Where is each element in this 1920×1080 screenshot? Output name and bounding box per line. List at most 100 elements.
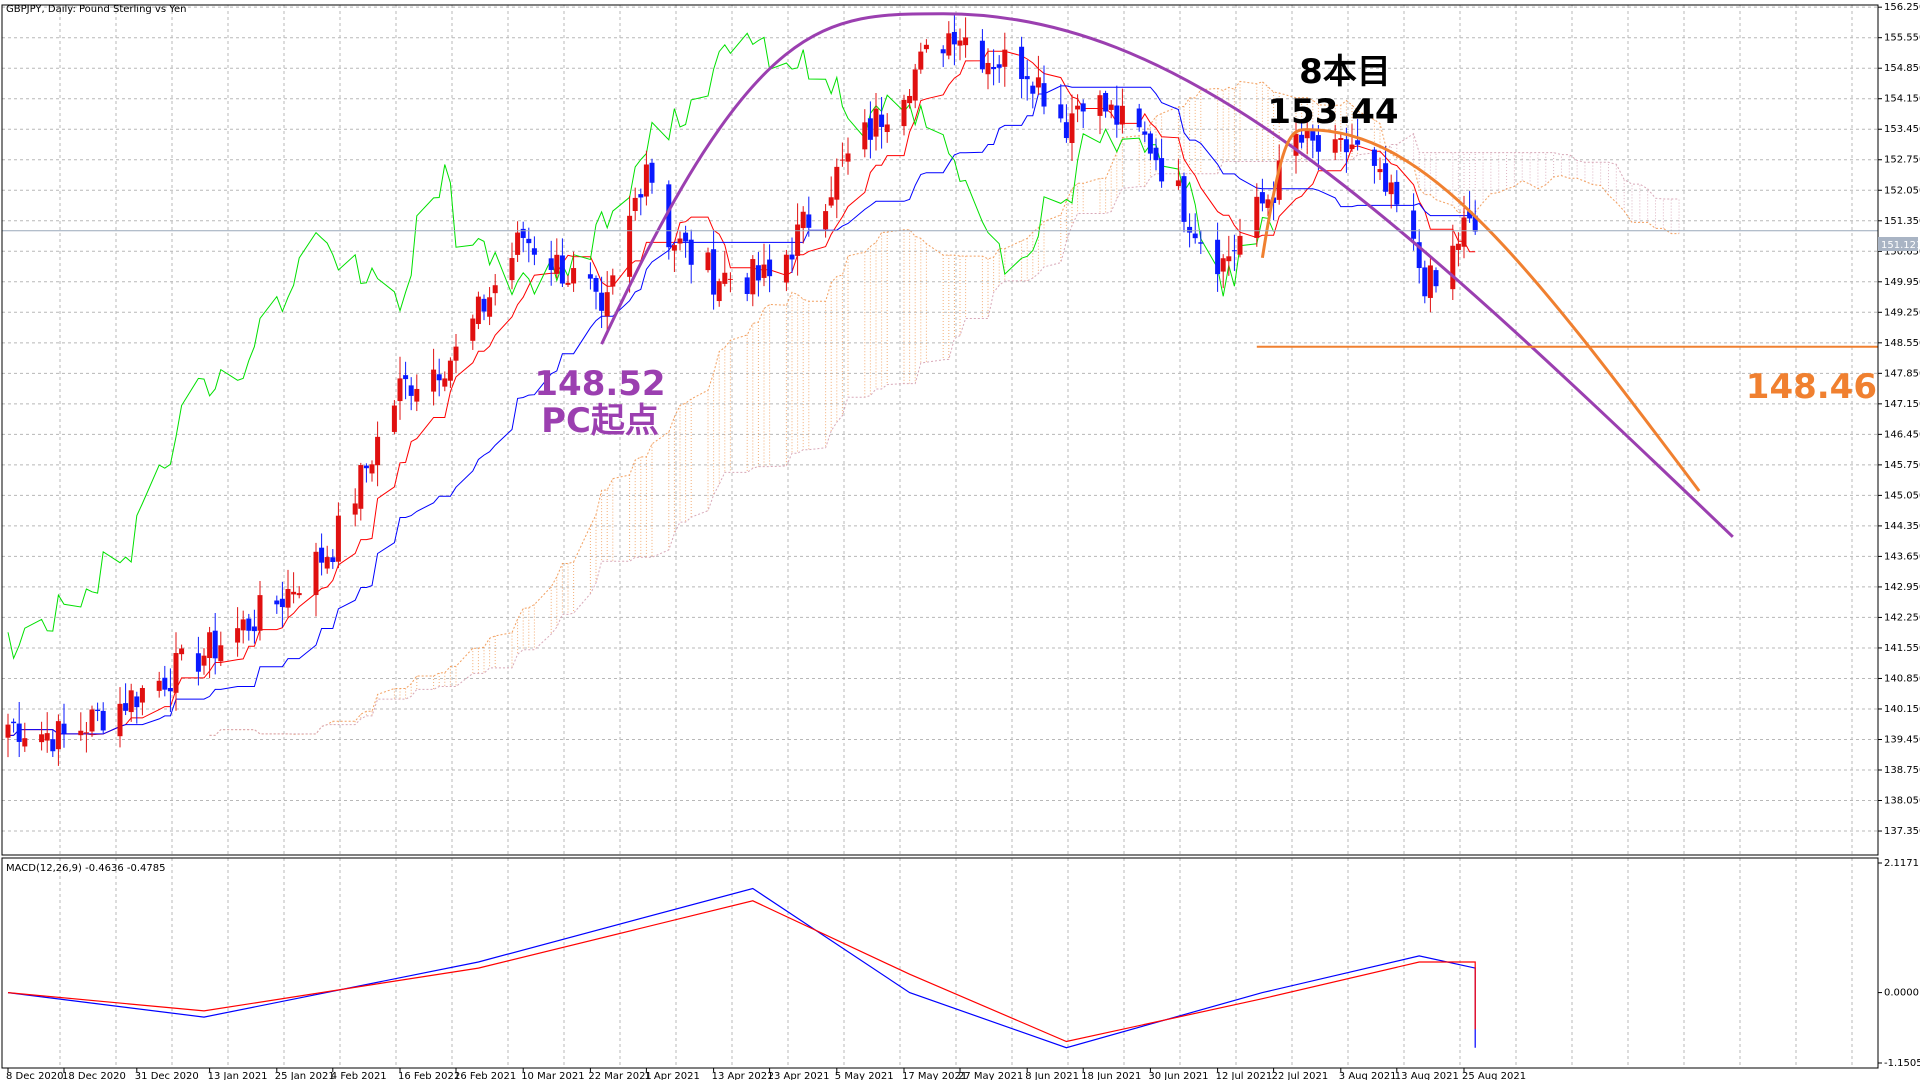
candle-body bbox=[257, 595, 263, 631]
candle-body bbox=[755, 265, 761, 281]
candle-body bbox=[716, 281, 722, 302]
date-tick-label: 8 Dec 2020 bbox=[6, 1071, 64, 1080]
candle-body bbox=[1226, 256, 1232, 262]
candle-body bbox=[800, 211, 806, 229]
candle-body bbox=[599, 292, 605, 311]
candle-body bbox=[5, 724, 11, 738]
candle-body bbox=[117, 703, 123, 737]
candle-body bbox=[274, 600, 280, 605]
price-tick-label: 138.750 bbox=[1884, 765, 1920, 776]
candle-body bbox=[352, 503, 358, 515]
candle-body bbox=[201, 655, 207, 666]
candle-body bbox=[492, 285, 498, 294]
date-tick-label: 13 Aug 2021 bbox=[1395, 1071, 1459, 1080]
candle-body bbox=[946, 33, 952, 56]
candle-body bbox=[1416, 242, 1422, 269]
date-tick-label: 5 May 2021 bbox=[835, 1071, 894, 1080]
candle-body bbox=[683, 232, 689, 242]
candle-body bbox=[1237, 235, 1243, 255]
candle-body bbox=[705, 252, 711, 271]
main-pane-border bbox=[1, 4, 1879, 856]
chikou-span bbox=[7, 32, 1275, 660]
candle-body bbox=[761, 264, 767, 278]
date-tick-label: 13 Apr 2021 bbox=[712, 1071, 774, 1080]
candle-body bbox=[1187, 226, 1193, 233]
candle-body bbox=[156, 680, 162, 691]
candle-body bbox=[1220, 258, 1226, 272]
candle-body bbox=[834, 166, 840, 200]
price-tick-label: 156.250 bbox=[1884, 2, 1920, 13]
date-tick-label: 31 Dec 2020 bbox=[135, 1071, 199, 1080]
candle-body bbox=[940, 49, 946, 54]
candle-body bbox=[520, 228, 526, 238]
candle-body bbox=[78, 730, 84, 736]
candle-body bbox=[839, 159, 845, 161]
candle-body bbox=[173, 653, 179, 693]
candle-body bbox=[991, 66, 997, 70]
price-tick-label: 154.150 bbox=[1884, 94, 1920, 105]
candle-body bbox=[963, 37, 969, 46]
candle-body bbox=[1265, 199, 1271, 208]
candle-body bbox=[632, 197, 638, 212]
candle-body bbox=[291, 591, 297, 595]
candle-body bbox=[1450, 245, 1456, 290]
date-tick-label: 13 Jan 2021 bbox=[208, 1071, 268, 1080]
date-tick-label: 1 Apr 2021 bbox=[644, 1071, 699, 1080]
symbol-label: GBPJPY, Daily: Pound Sterling vs Yen bbox=[6, 4, 187, 15]
date-tick-label: 18 Dec 2020 bbox=[62, 1071, 126, 1080]
date-tick-label: 25 Jan 2021 bbox=[275, 1071, 335, 1080]
macd-signal-line bbox=[7, 900, 1476, 1043]
price-tick-label: 148.550 bbox=[1884, 338, 1920, 349]
candle-body bbox=[509, 258, 515, 281]
macd-tick-label: 0.0000 bbox=[1884, 988, 1919, 999]
candle-body bbox=[1108, 104, 1114, 110]
candle-body bbox=[593, 277, 599, 292]
price-tick-label: 155.550 bbox=[1884, 33, 1920, 44]
candle-body bbox=[1215, 239, 1221, 275]
price-tick-label: 139.450 bbox=[1884, 734, 1920, 745]
candle-body bbox=[134, 696, 140, 708]
candle-body bbox=[1075, 105, 1081, 110]
candle-body bbox=[783, 254, 789, 283]
candle-body bbox=[447, 360, 453, 381]
candle-body bbox=[61, 723, 67, 734]
price-tick-label: 152.050 bbox=[1884, 185, 1920, 196]
candle-body bbox=[1422, 267, 1428, 297]
candle-body bbox=[195, 653, 201, 672]
candle-body bbox=[722, 272, 728, 284]
candle8-title: 8本目 bbox=[1299, 52, 1391, 92]
candle-body bbox=[162, 677, 168, 690]
candle-body bbox=[548, 258, 554, 270]
pc-label: PC起点 bbox=[541, 401, 659, 441]
candle-body bbox=[375, 436, 381, 466]
support-price-label: 148.46 bbox=[1746, 367, 1877, 407]
chart-grid bbox=[2, 5, 1878, 1068]
date-tick-label: 17 May 2021 bbox=[902, 1071, 967, 1080]
candle-body bbox=[1304, 129, 1310, 139]
candle-body bbox=[207, 632, 213, 659]
orange-curve-line bbox=[1260, 128, 1701, 492]
date-tick-label: 8 Jun 2021 bbox=[1025, 1071, 1079, 1080]
candle-body bbox=[1231, 250, 1237, 252]
current-price-tag bbox=[1878, 237, 1918, 251]
candle-body bbox=[1058, 104, 1064, 119]
candle-body bbox=[1343, 139, 1349, 153]
candle-body bbox=[1299, 134, 1305, 143]
date-tick-label: 22 Jul 2021 bbox=[1272, 1071, 1329, 1080]
macd-tick-label: -1.1505 bbox=[1884, 1058, 1920, 1069]
candle-body bbox=[823, 211, 829, 230]
trendline-drawings bbox=[2, 12, 1878, 538]
candle-body bbox=[453, 346, 459, 361]
macd-label: MACD(12,26,9) -0.4636 -0.4785 bbox=[6, 863, 166, 874]
candle-body bbox=[55, 721, 61, 750]
date-tick-label: 27 May 2021 bbox=[958, 1071, 1023, 1080]
current-price-text: 151.121 bbox=[1881, 240, 1920, 251]
candle-body bbox=[1159, 158, 1165, 182]
candle-body bbox=[1349, 144, 1355, 150]
candle-body bbox=[918, 51, 924, 70]
candle-body bbox=[1080, 103, 1086, 112]
candle-body bbox=[1030, 85, 1036, 94]
candle-body bbox=[862, 122, 868, 150]
candle-body bbox=[285, 589, 291, 608]
candle-body bbox=[167, 687, 173, 692]
